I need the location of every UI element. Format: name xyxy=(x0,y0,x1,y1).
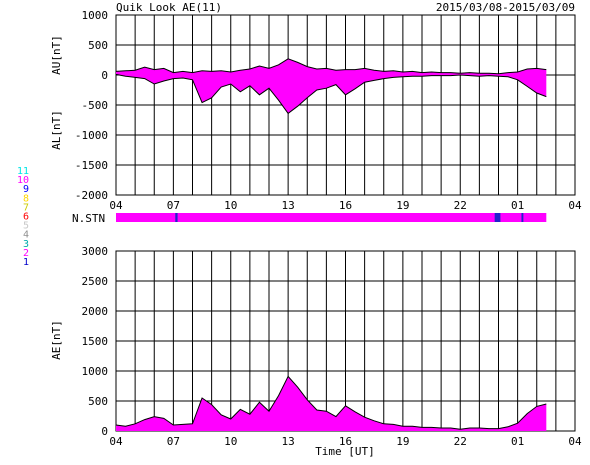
y-tick-label: 0 xyxy=(101,69,108,82)
x-tick-label: 07 xyxy=(167,199,180,212)
x-tick-label: 04 xyxy=(109,435,123,448)
x-tick-label: 01 xyxy=(511,199,524,212)
y-tick-label: -2000 xyxy=(75,189,108,202)
y-tick-label: 3000 xyxy=(82,245,109,258)
legend-item: 2 xyxy=(23,248,29,259)
x-tick-label: 16 xyxy=(339,435,352,448)
y-tick-label: 2500 xyxy=(82,275,109,288)
y-tick-label: 500 xyxy=(88,39,108,52)
plot-frame xyxy=(115,14,576,196)
x-tick-label: 22 xyxy=(454,199,467,212)
x-axis-label: Time [UT] xyxy=(315,445,375,458)
x-tick-label: 04 xyxy=(109,199,123,212)
al-series-line xyxy=(115,73,547,115)
legend-item: 6 xyxy=(23,212,29,223)
x-tick-label: 07 xyxy=(167,435,180,448)
station-bar-fill xyxy=(116,213,547,222)
y-axis-label-ae: AE[nT] xyxy=(50,320,63,360)
legend-item: 5 xyxy=(23,221,29,232)
x-tick-label: 10 xyxy=(224,199,237,212)
x-tick-label: 22 xyxy=(454,435,467,448)
x-tick-label: 10 xyxy=(224,435,237,448)
y-tick-label: -1000 xyxy=(75,129,108,142)
legend-item: 1 xyxy=(23,257,29,268)
x-tick-label: 16 xyxy=(339,199,352,212)
y-tick-label: -500 xyxy=(82,99,109,112)
date-range: 2015/03/08-2015/03/09 xyxy=(436,1,575,14)
chart-title: Quik Look AE(11) xyxy=(116,1,222,14)
x-tick-label: 13 xyxy=(282,435,295,448)
y-axis-label-al: AL[nT] xyxy=(50,110,63,150)
au-series-line xyxy=(115,58,547,75)
x-tick-label: 04 xyxy=(568,435,582,448)
y-tick-label: 2000 xyxy=(82,305,109,318)
y-tick-label: 1000 xyxy=(82,9,109,22)
y-tick-label: -1500 xyxy=(75,159,108,172)
legend-item: 3 xyxy=(23,239,29,250)
station-label: N.STN xyxy=(72,212,105,225)
x-tick-label: 13 xyxy=(282,199,295,212)
legend-item: 8 xyxy=(23,193,29,204)
ae-area xyxy=(116,376,547,431)
legend-item: 11 xyxy=(17,166,29,177)
x-tick-label: 19 xyxy=(396,435,409,448)
station-dropout-mark xyxy=(175,213,178,222)
legend-item: 10 xyxy=(17,175,29,186)
station-bar xyxy=(116,213,547,222)
y-tick-label: 0 xyxy=(101,425,108,438)
x-tick-label: 01 xyxy=(511,435,524,448)
station-dropout-mark xyxy=(494,213,501,222)
legend-item: 4 xyxy=(23,230,29,241)
x-tick-label: 19 xyxy=(396,199,409,212)
legend-item: 7 xyxy=(23,202,29,213)
y-tick-label: 1500 xyxy=(82,335,109,348)
y-tick-label: 500 xyxy=(88,395,108,408)
legend-item: 9 xyxy=(23,184,29,195)
y-axis-label-au: AU[nT] xyxy=(50,35,63,75)
ae-series-line xyxy=(115,375,547,430)
station-dropout-mark xyxy=(521,213,524,222)
x-tick-label: 04 xyxy=(568,199,582,212)
y-tick-label: 1000 xyxy=(82,365,109,378)
